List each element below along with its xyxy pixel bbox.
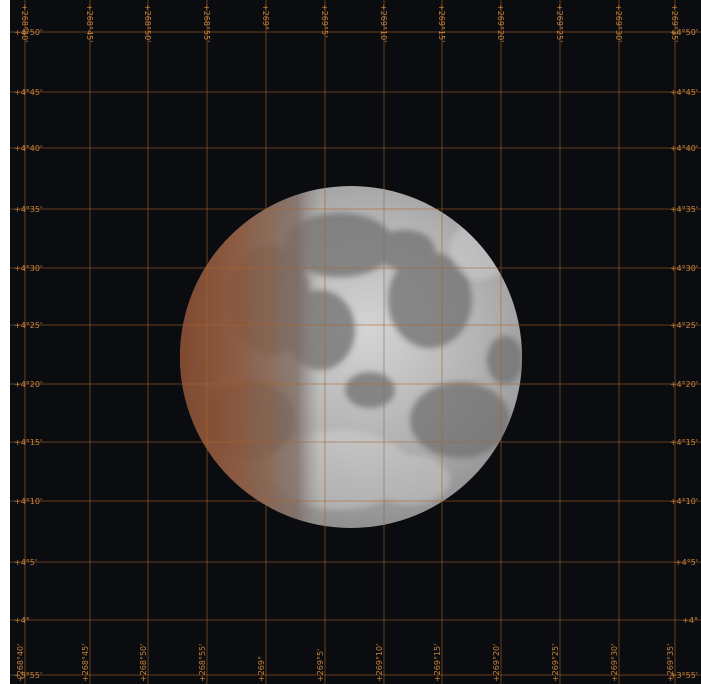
ra-label-top: +269°30' — [614, 4, 623, 42]
ra-label-bottom: +269°10' — [375, 644, 384, 682]
ra-label-bottom: +269°20' — [492, 644, 501, 682]
dec-label-right: +4°15' — [670, 438, 698, 447]
coordinate-grid — [10, 0, 701, 684]
dec-label-right: +4°45' — [670, 88, 698, 97]
dec-label-right: +4° — [682, 616, 698, 625]
dec-label-right: +4°20' — [670, 380, 698, 389]
dec-label-left: +4°50' — [14, 28, 42, 37]
dec-label-right: +4°35' — [670, 205, 698, 214]
dec-label-right: +4°30' — [670, 264, 698, 273]
ra-label-top: +269°35' — [670, 4, 679, 42]
dec-label-left: +4°10' — [14, 497, 42, 506]
ra-label-top: +268°40' — [20, 4, 29, 42]
sky-chart: +268°40' +268°45' +268°50' +268°55' +269° +26… — [10, 0, 701, 684]
dec-label-right: +4°5' — [675, 558, 698, 567]
dec-label-right: +4°10' — [670, 497, 698, 506]
ra-label-bottom: +268°50' — [139, 644, 148, 682]
dec-label-right: +3°55' — [670, 671, 698, 680]
ra-label-bottom: +269°5' — [316, 649, 325, 682]
ra-label-bottom: +269°25' — [551, 644, 560, 682]
ra-label-bottom: +269°15' — [433, 644, 442, 682]
ra-label-top: +268°55' — [202, 4, 211, 42]
coordinate-labels: +268°40' +268°45' +268°50' +268°55' +269° +26… — [14, 4, 698, 682]
dec-label-left: +4°30' — [14, 264, 42, 273]
ra-label-top: +268°50' — [143, 4, 152, 42]
dec-label-left: +4°40' — [14, 144, 42, 153]
sky-view: +268°40' +268°45' +268°50' +268°55' +269° +26… — [10, 0, 701, 684]
ra-label-top: +269° — [261, 4, 270, 30]
dec-label-left: +4°35' — [14, 205, 42, 214]
dec-label-left: +4°25' — [14, 321, 42, 330]
dec-label-left: +4°20' — [14, 380, 42, 389]
ra-label-top: +269°15' — [437, 4, 446, 42]
ra-label-top: +268°45' — [85, 4, 94, 42]
dec-label-left: +4° — [14, 616, 30, 625]
ra-label-bottom: +269°35' — [666, 644, 675, 682]
dec-label-right: +4°25' — [670, 321, 698, 330]
earth-shadow — [180, 186, 320, 528]
ra-label-bottom: +268°40' — [16, 644, 25, 682]
ra-label-top: +269°5' — [320, 4, 329, 37]
dec-label-left: +4°45' — [14, 88, 42, 97]
ra-label-bottom: +269°30' — [610, 644, 619, 682]
ra-label-top: +269°10' — [379, 4, 388, 42]
ra-label-bottom: +269° — [257, 656, 266, 682]
dec-label-right: +4°50' — [670, 28, 698, 37]
moon — [180, 186, 522, 528]
ra-label-bottom: +268°45' — [81, 644, 90, 682]
ra-label-top: +269°20' — [496, 4, 505, 42]
ra-label-bottom: +268°55' — [198, 644, 207, 682]
ra-label-top: +269°25' — [555, 4, 564, 42]
dec-label-left: +3°55' — [14, 671, 42, 680]
dec-label-left: +4°15' — [14, 438, 42, 447]
dec-label-left: +4°5' — [14, 558, 37, 567]
dec-label-right: +4°40' — [670, 144, 698, 153]
